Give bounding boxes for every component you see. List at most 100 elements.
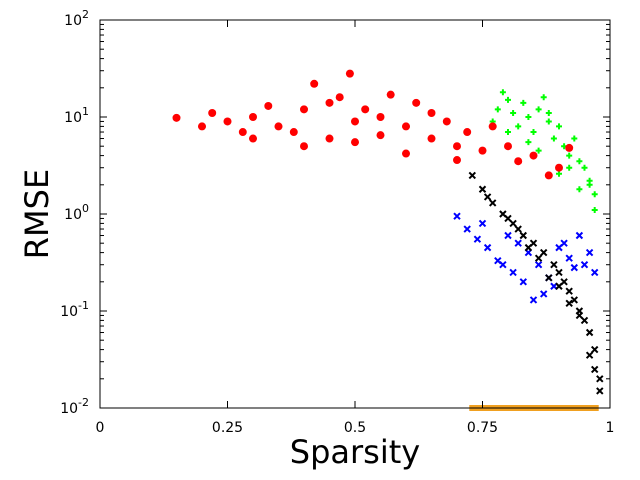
- data-point: [590, 365, 599, 374]
- series-3: [453, 212, 599, 304]
- data-point: [575, 311, 584, 320]
- data-point: [591, 206, 598, 213]
- data-point: [499, 89, 506, 96]
- data-point: [590, 268, 599, 277]
- data-point: [560, 239, 568, 247]
- ticks-layer: 0 0.25 0.5 0.75 1 10-2 10-1 100 101 102: [60, 8, 614, 436]
- data-point: [545, 109, 552, 116]
- data-point: [310, 79, 319, 88]
- x-tick-label: 0.75: [467, 420, 498, 436]
- data-point: [325, 134, 334, 143]
- data-point: [576, 186, 583, 193]
- data-point: [514, 239, 522, 247]
- y-tick-label: 100: [64, 202, 89, 223]
- data-point: [571, 135, 578, 142]
- data-point: [274, 122, 283, 131]
- data-point: [264, 101, 273, 110]
- data-point: [524, 243, 533, 252]
- data-point: [585, 248, 594, 257]
- data-point: [514, 157, 523, 166]
- data-point: [591, 191, 598, 198]
- data-point: [208, 108, 217, 117]
- data-point: [504, 214, 512, 223]
- data-point: [555, 163, 563, 172]
- data-point: [478, 185, 487, 193]
- data-point: [427, 108, 436, 117]
- data-point: [463, 225, 471, 233]
- data-point: [494, 106, 501, 113]
- data-point: [520, 99, 527, 106]
- x-tick-label: 0: [96, 420, 105, 436]
- data-point: [249, 134, 257, 143]
- data-point: [427, 134, 436, 143]
- data-point: [453, 212, 461, 220]
- data-point: [556, 123, 562, 130]
- data-point: [504, 142, 512, 151]
- data-point: [586, 181, 593, 188]
- data-point: [289, 128, 298, 137]
- data-point: [249, 113, 257, 121]
- data-point: [555, 282, 563, 290]
- data-point: [453, 142, 461, 151]
- series-1: [489, 89, 598, 213]
- data-point: [535, 106, 542, 113]
- data-point: [565, 254, 573, 262]
- data-point: [509, 219, 517, 228]
- data-point: [585, 328, 594, 337]
- data-point: [596, 387, 604, 395]
- series-4: [468, 171, 604, 395]
- x-tick-label: 0.5: [344, 420, 366, 436]
- data-point: [570, 263, 579, 272]
- data-point: [488, 199, 497, 207]
- data-point: [402, 149, 410, 158]
- data-point: [555, 268, 563, 277]
- data-point: [565, 299, 573, 308]
- data-point: [580, 316, 589, 325]
- data-point: [575, 231, 584, 240]
- data-point: [335, 93, 344, 102]
- data-point: [505, 129, 511, 136]
- plot-frame: [99, 19, 611, 409]
- data-point: [488, 122, 497, 131]
- data-point: [238, 128, 247, 137]
- data-point: [566, 164, 573, 171]
- data-point: [468, 171, 477, 180]
- data-point: [386, 90, 395, 99]
- y-tick-label: 10-1: [60, 299, 89, 320]
- data-point: [519, 278, 528, 286]
- data-point: [483, 193, 492, 201]
- data-point: [376, 113, 385, 121]
- data-point: [534, 261, 543, 269]
- data-point: [585, 351, 594, 359]
- data-point: [539, 248, 548, 257]
- data-point: [505, 96, 511, 103]
- data-point: [535, 147, 542, 154]
- y-tick-label: 10-2: [60, 396, 89, 417]
- series-2: [172, 69, 574, 180]
- data-point: [478, 219, 487, 228]
- data-point: [566, 152, 573, 159]
- data-point: [402, 122, 410, 131]
- data-point: [525, 114, 532, 120]
- data-point: [463, 128, 472, 137]
- data-point: [550, 135, 557, 142]
- y-tick-label: 101: [64, 105, 89, 126]
- data-point: [300, 105, 308, 114]
- x-axis-title: Sparsity: [290, 433, 420, 471]
- data-point: [412, 98, 421, 107]
- data-point: [499, 261, 507, 269]
- data-point: [556, 170, 562, 177]
- data-point: [361, 105, 370, 114]
- y-axis-title: RMSE: [18, 169, 56, 259]
- data-point: [576, 158, 583, 165]
- data-point: [223, 117, 232, 126]
- data-point: [534, 254, 543, 262]
- data-point: [345, 69, 354, 78]
- data-point: [351, 117, 359, 126]
- data-point: [442, 117, 451, 126]
- data-point: [509, 268, 517, 277]
- data-point: [519, 231, 528, 240]
- data-point: [473, 235, 482, 243]
- data-point: [545, 118, 552, 125]
